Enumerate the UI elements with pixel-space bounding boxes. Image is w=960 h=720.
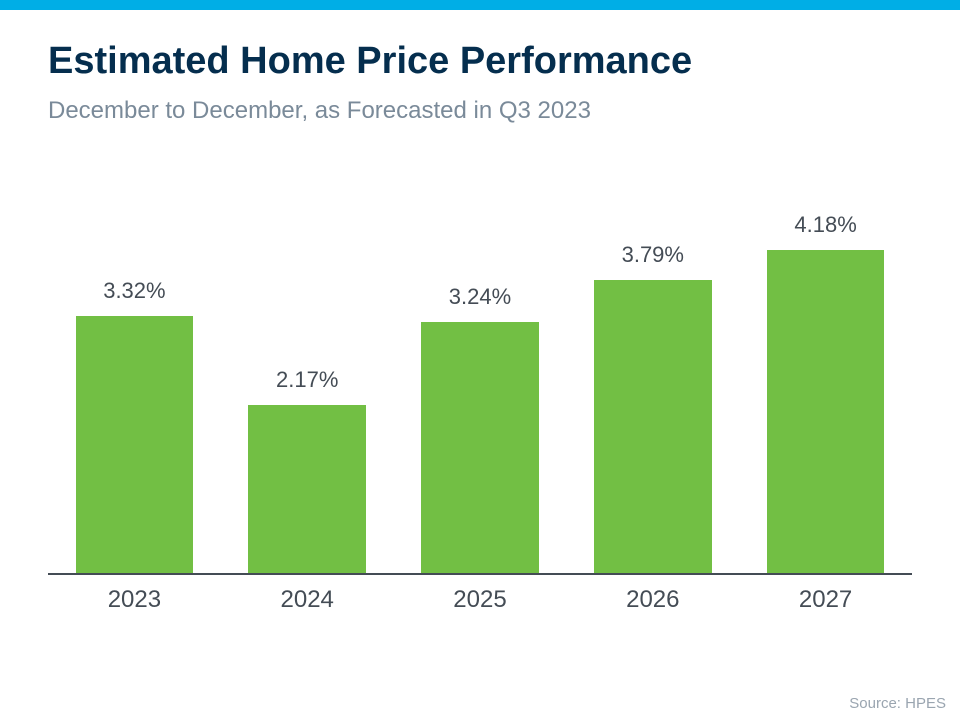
x-tick-label: 2023 — [48, 586, 221, 614]
bar — [248, 405, 366, 573]
bar-value-label: 3.32% — [103, 278, 165, 304]
bar-value-label: 3.79% — [622, 242, 684, 268]
chart-subtitle: December to December, as Forecasted in Q… — [48, 97, 912, 125]
bar-col: 3.24% — [394, 165, 567, 573]
chart-title: Estimated Home Price Performance — [48, 40, 912, 83]
x-tick-label: 2024 — [221, 586, 394, 614]
source-attribution: Source: HPES — [849, 695, 946, 712]
bars-container: 3.32% 2.17% 3.24% 3.79% — [48, 165, 912, 573]
bar-col: 4.18% — [739, 165, 912, 573]
x-tick-label: 2025 — [394, 586, 567, 614]
bar-col: 3.32% — [48, 165, 221, 573]
bar-value-label: 4.18% — [794, 212, 856, 238]
bar — [594, 280, 712, 573]
plot-region: 3.32% 2.17% 3.24% 3.79% — [48, 165, 912, 575]
bar-col: 3.79% — [566, 165, 739, 573]
inner-wrap: Estimated Home Price Performance Decembe… — [0, 10, 960, 625]
x-axis: 2023 2024 2025 2026 2027 — [48, 575, 912, 625]
bar — [767, 250, 885, 573]
bar-col: 2.17% — [221, 165, 394, 573]
x-tick-label: 2027 — [739, 586, 912, 614]
x-tick-label: 2026 — [566, 586, 739, 614]
chart-area: 3.32% 2.17% 3.24% 3.79% — [48, 165, 912, 625]
bar — [76, 316, 194, 573]
bar-value-label: 2.17% — [276, 367, 338, 393]
bar — [421, 322, 539, 573]
bar-value-label: 3.24% — [449, 284, 511, 310]
chart-card: Estimated Home Price Performance Decembe… — [0, 0, 960, 720]
